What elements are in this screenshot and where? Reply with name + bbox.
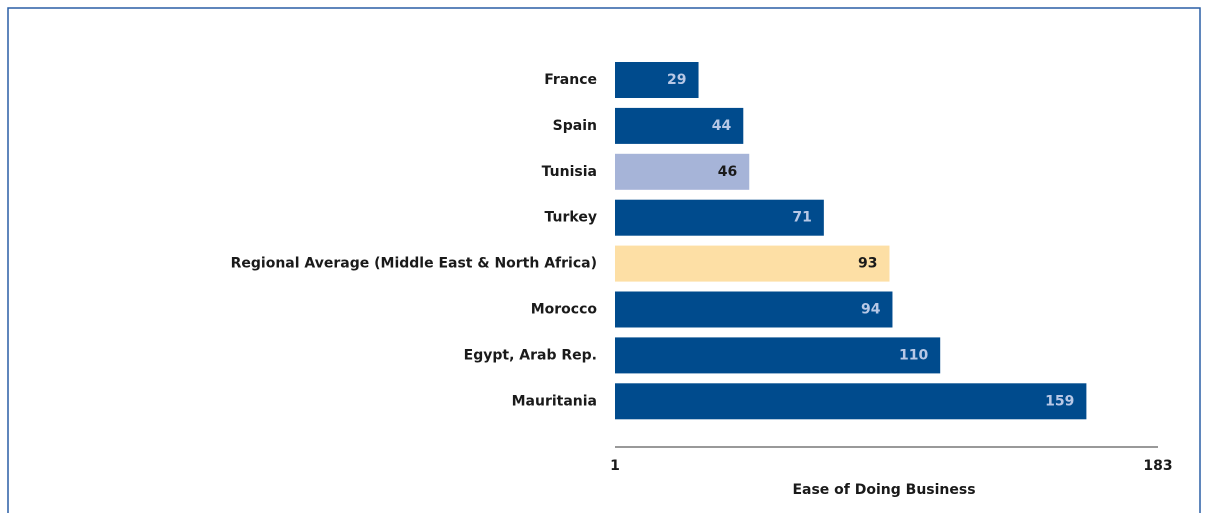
value-label: 93 (858, 256, 877, 272)
y-tick-label: Regional Average (Middle East & North Af… (231, 256, 597, 272)
value-label: 46 (718, 164, 737, 180)
value-label: 44 (712, 118, 732, 134)
bar (615, 383, 1087, 420)
x-tick-label: 1 (610, 458, 620, 474)
value-label: 71 (792, 210, 811, 226)
bar (615, 107, 744, 144)
value-label: 110 (899, 347, 928, 363)
value-label: 159 (1045, 393, 1074, 409)
frame (7, 7, 1201, 513)
y-tick-label: Turkey (545, 210, 597, 226)
y-tick-label: Egypt, Arab Rep. (464, 347, 597, 363)
x-tick-label: 183 (1143, 458, 1172, 474)
y-tick-label: Tunisia (542, 164, 597, 180)
bar (615, 199, 824, 236)
bar (615, 153, 750, 190)
y-tick-label: Spain (553, 118, 597, 134)
bar (615, 245, 890, 282)
x-axis-label: Ease of Doing Business (792, 482, 975, 498)
bar (615, 291, 893, 328)
y-tick-label: France (544, 72, 597, 88)
y-tick-label: Mauritania (512, 393, 597, 409)
value-label: 29 (667, 72, 686, 88)
value-label: 94 (861, 302, 881, 318)
bar (615, 337, 941, 374)
bar (615, 62, 699, 98)
y-tick-label: Morocco (531, 302, 598, 318)
